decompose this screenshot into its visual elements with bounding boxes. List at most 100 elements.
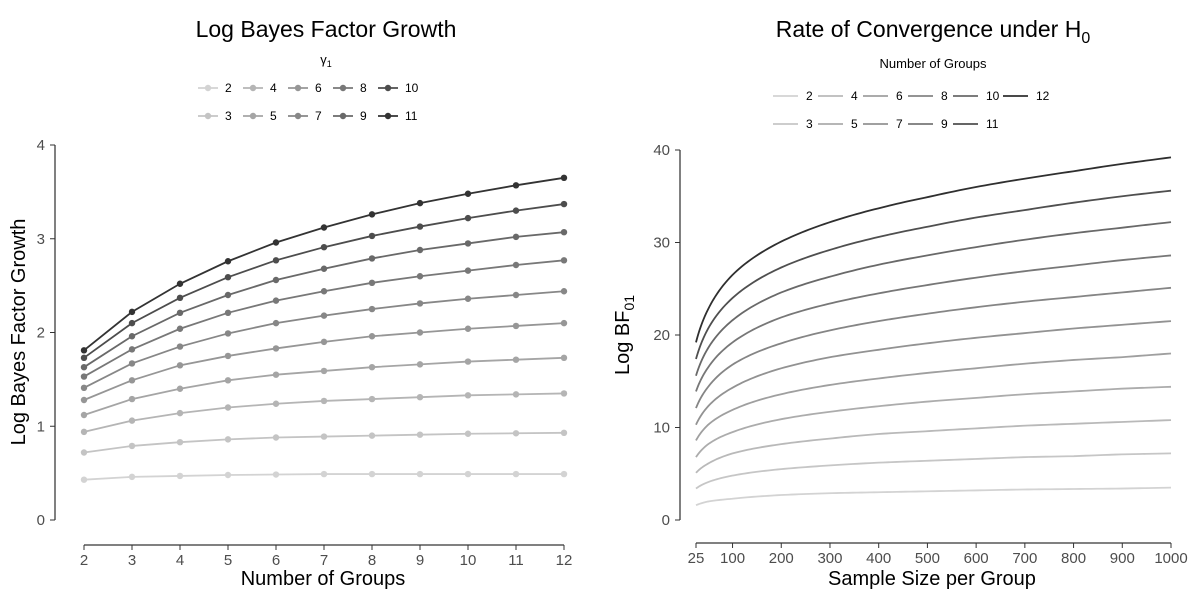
chart2-series-line-12 bbox=[695, 156, 1172, 343]
chart1-x-tick-label: 10 bbox=[460, 552, 477, 569]
chart1-point-6 bbox=[512, 322, 520, 330]
chart1-point-8 bbox=[368, 279, 376, 287]
chart1-point-9 bbox=[128, 333, 136, 340]
chart2-y-tick-label: 40 bbox=[653, 142, 670, 159]
chart1-x-tick-label: 9 bbox=[416, 552, 424, 569]
chart1-point-3 bbox=[224, 436, 232, 443]
chart2-x-tick-label: 400 bbox=[866, 550, 891, 567]
chart1-x-tick-label: 3 bbox=[128, 552, 136, 569]
chart1-x-tick-label: 6 bbox=[272, 552, 280, 569]
chart1-point-7 bbox=[176, 343, 184, 350]
chart1-point-10 bbox=[128, 319, 136, 327]
chart1-point-2 bbox=[512, 470, 520, 478]
chart1-point-7 bbox=[416, 300, 424, 307]
chart1-point-2 bbox=[224, 471, 232, 479]
chart1-point-5 bbox=[176, 385, 184, 392]
chart1-legend-label-3: 3 bbox=[225, 109, 232, 123]
chart1-point-2 bbox=[176, 472, 184, 480]
chart1-legend-label-5: 5 bbox=[270, 109, 277, 123]
chart2-x-tick-label: 25 bbox=[688, 550, 705, 567]
chart1-y-tick-label: 4 bbox=[37, 137, 45, 154]
chart1-point-2 bbox=[128, 473, 136, 481]
chart1-point-9 bbox=[560, 228, 568, 236]
chart2-legend-label-4: 4 bbox=[851, 89, 858, 103]
chart1-legend-key-point-9 bbox=[339, 112, 347, 120]
chart1-legend-label-8: 8 bbox=[360, 81, 367, 95]
chart1-point-3 bbox=[176, 438, 184, 446]
chart1-point-7 bbox=[560, 288, 568, 295]
chart1-point-9 bbox=[176, 309, 184, 317]
chart1-point-11 bbox=[176, 280, 184, 287]
chart1-point-5 bbox=[464, 358, 472, 365]
chart1-point-10 bbox=[464, 214, 472, 222]
chart1-point-8 bbox=[464, 267, 472, 274]
chart1-point-11 bbox=[464, 190, 472, 197]
chart1-x-tick-label: 4 bbox=[176, 552, 184, 569]
chart1-y-tick-label: 3 bbox=[37, 231, 45, 248]
chart2-ylabel: Log BF01 bbox=[612, 295, 637, 375]
chart2-series-line-3 bbox=[695, 452, 1172, 490]
chart1-x-tick-label: 2 bbox=[80, 552, 88, 569]
chart1-point-5 bbox=[272, 371, 280, 378]
chart1-x-tick-label: 8 bbox=[368, 552, 376, 569]
chart1-legend-title: γ1 bbox=[320, 52, 332, 69]
chart1-point-10 bbox=[512, 207, 520, 214]
chart2-series-line-2 bbox=[695, 486, 1172, 507]
chart2-legend-label-3: 3 bbox=[806, 117, 813, 131]
chart1-point-8 bbox=[560, 257, 568, 264]
chart1-point-3 bbox=[512, 430, 520, 437]
chart2-x-tick-label: 700 bbox=[1012, 550, 1037, 567]
chart2-ylabel-main: Log BF bbox=[612, 311, 634, 375]
chart1-point-6 bbox=[128, 377, 136, 384]
chart1-point-10 bbox=[560, 200, 568, 208]
chart2-xlabel: Sample Size per Group bbox=[828, 568, 1036, 589]
chart1-point-6 bbox=[272, 345, 280, 352]
chart1-point-8 bbox=[80, 373, 88, 380]
chart2-x-tick-label: 200 bbox=[769, 550, 794, 567]
chart1-legend-label-6: 6 bbox=[315, 81, 322, 95]
chart1-point-10 bbox=[176, 294, 184, 302]
chart1-point-11 bbox=[128, 308, 136, 316]
chart1-point-10 bbox=[416, 223, 424, 230]
chart2-legend-label-10: 10 bbox=[986, 89, 1000, 103]
chart1-legend-key-point-5 bbox=[249, 112, 257, 120]
chart1-point-7 bbox=[512, 291, 520, 299]
chart1-point-4 bbox=[176, 409, 184, 417]
chart1-point-6 bbox=[320, 338, 328, 346]
chart2-legend-label-12: 12 bbox=[1036, 89, 1050, 103]
chart1-point-4 bbox=[224, 404, 232, 411]
chart1-title: Log Bayes Factor Growth bbox=[196, 16, 457, 42]
chart1-legend-key-point-4 bbox=[249, 84, 257, 92]
chart1-point-6 bbox=[464, 325, 472, 332]
chart1-legend-label-4: 4 bbox=[270, 81, 277, 95]
chart2-series-line-10 bbox=[695, 221, 1172, 376]
chart1-legend-label-7: 7 bbox=[315, 109, 322, 123]
chart2-series-line-4 bbox=[695, 419, 1172, 474]
chart1-xlabel: Number of Groups bbox=[241, 568, 406, 589]
chart2-y-tick-label: 0 bbox=[662, 512, 670, 529]
chart2-series-line-6 bbox=[695, 352, 1172, 441]
chart1-point-9 bbox=[512, 233, 520, 241]
chart1-point-3 bbox=[416, 431, 424, 438]
chart1-point-3 bbox=[128, 442, 136, 450]
chart1-point-4 bbox=[464, 392, 472, 399]
chart1-series-line-6 bbox=[83, 322, 565, 401]
chart2-title: Rate of Convergence under H0 bbox=[776, 16, 1091, 47]
chart1-point-6 bbox=[560, 319, 568, 327]
chart1-point-5 bbox=[512, 356, 520, 363]
chart1-legend-label-10: 10 bbox=[405, 81, 419, 95]
chart2-x-tick-label: 900 bbox=[1110, 550, 1135, 567]
chart1-point-10 bbox=[272, 257, 280, 264]
chart2-series-line-9 bbox=[695, 254, 1172, 392]
chart1-point-8 bbox=[176, 325, 184, 332]
chart1-point-11 bbox=[416, 199, 424, 207]
chart1-point-9 bbox=[272, 276, 280, 284]
chart1-point-2 bbox=[80, 476, 88, 483]
chart1-y-tick-label: 1 bbox=[37, 418, 45, 435]
chart1-point-3 bbox=[464, 430, 472, 437]
chart1-x-tick-label: 7 bbox=[320, 552, 328, 569]
chart1-legend-title-main: γ bbox=[320, 52, 327, 67]
chart1-legend-key-point-10 bbox=[384, 84, 392, 92]
chart1-series-line-9 bbox=[83, 231, 565, 368]
chart1-point-6 bbox=[416, 329, 424, 336]
